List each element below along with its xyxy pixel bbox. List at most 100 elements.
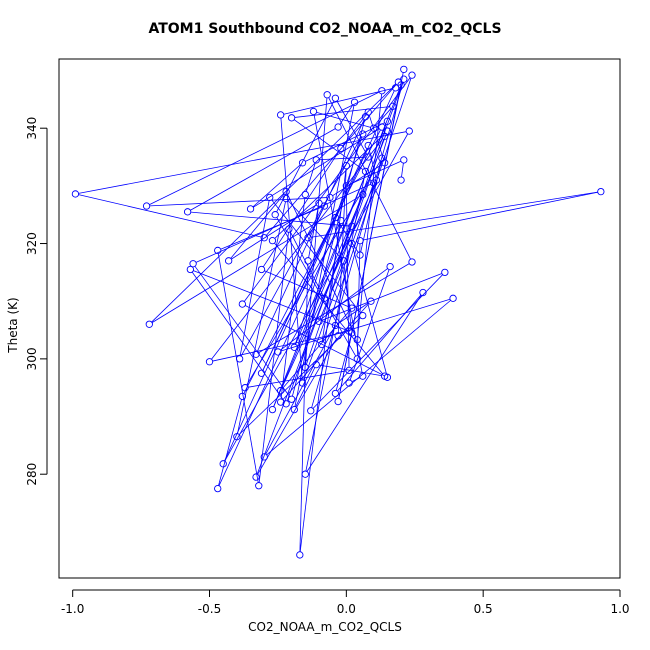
data-point [252, 473, 260, 481]
series-segment [321, 273, 443, 321]
data-point [296, 551, 304, 559]
data-point [268, 236, 277, 245]
series-segment [342, 114, 367, 147]
data-point [334, 123, 342, 131]
series-segment [266, 300, 451, 456]
data-point [307, 407, 315, 415]
y-tick-label: 280 [25, 463, 39, 486]
data-point [408, 258, 416, 266]
data-point [145, 320, 153, 328]
series-segment [149, 197, 327, 207]
series-segment [311, 191, 598, 238]
data-point [350, 98, 359, 106]
series-segment [238, 317, 361, 435]
series-segment [217, 253, 259, 483]
series-segment [276, 100, 335, 213]
data-point [282, 187, 290, 196]
data-point [238, 392, 247, 400]
data-point [246, 205, 255, 213]
series-segment [299, 264, 309, 552]
data-point [383, 127, 392, 135]
data-point [597, 187, 605, 196]
x-tick-label: 0.5 [474, 602, 493, 616]
data-point [298, 159, 307, 167]
data-point [186, 265, 195, 274]
data-point [348, 304, 356, 312]
data-point [331, 94, 340, 102]
data-point [408, 71, 416, 79]
series-segment [375, 108, 392, 127]
series-segment [345, 189, 350, 368]
data-point [268, 405, 277, 414]
data-point [361, 167, 370, 176]
series-segment [266, 84, 397, 236]
series-segment [194, 266, 291, 397]
series-segment [248, 370, 346, 388]
data-point [378, 123, 386, 131]
series-segment [356, 243, 361, 356]
series-segment [274, 242, 383, 374]
data-point [315, 199, 323, 207]
series-segment [264, 270, 350, 308]
series-segment [252, 164, 301, 208]
data-point [405, 127, 413, 135]
data-point [419, 288, 427, 297]
data-point [287, 395, 296, 403]
series-segment [78, 194, 262, 238]
data-point [71, 190, 80, 198]
data-point [312, 360, 320, 369]
data-point [339, 257, 348, 265]
data-point [183, 208, 192, 216]
data-point [364, 108, 372, 116]
data-point [397, 176, 405, 184]
data-point [345, 366, 353, 375]
data-point [378, 87, 386, 95]
series-segment [280, 268, 388, 351]
data-point [214, 246, 222, 255]
data-point [383, 117, 392, 125]
x-tick-label: -0.5 [198, 602, 221, 616]
x-tick-label: 0.0 [337, 602, 356, 616]
data-point [142, 202, 151, 210]
series-segment [151, 195, 361, 323]
data-point [290, 343, 298, 351]
data-point [359, 130, 367, 138]
data-point [235, 355, 244, 363]
data-point [290, 405, 298, 414]
data-point [271, 211, 279, 219]
series-segment [305, 122, 385, 162]
series-segment [368, 114, 385, 160]
data-point [391, 84, 400, 92]
data-point [277, 386, 285, 395]
data-point [331, 389, 340, 398]
series-segment [78, 131, 407, 194]
series-segment [224, 90, 395, 462]
data-point [214, 484, 222, 493]
series-segment [276, 217, 357, 357]
data-point [342, 182, 350, 190]
data-point [323, 91, 331, 99]
series-segment [280, 197, 306, 399]
series-segment [258, 232, 289, 483]
data-point [381, 372, 389, 380]
series-segment [282, 310, 351, 389]
series-segment [191, 271, 285, 402]
data-point [318, 340, 326, 349]
series-segment [305, 162, 316, 192]
series-segment [360, 161, 382, 253]
series-segment [262, 150, 340, 268]
data-series [71, 65, 605, 559]
series-segment [337, 302, 369, 324]
series-segment [212, 331, 347, 362]
data-point [441, 268, 449, 277]
data-point [348, 222, 356, 230]
series-segment [243, 77, 411, 302]
series-segment [316, 111, 371, 128]
data-point [353, 355, 361, 363]
data-point [312, 156, 320, 164]
series-segment [303, 185, 374, 381]
data-point [260, 453, 268, 461]
data-point [260, 234, 268, 242]
